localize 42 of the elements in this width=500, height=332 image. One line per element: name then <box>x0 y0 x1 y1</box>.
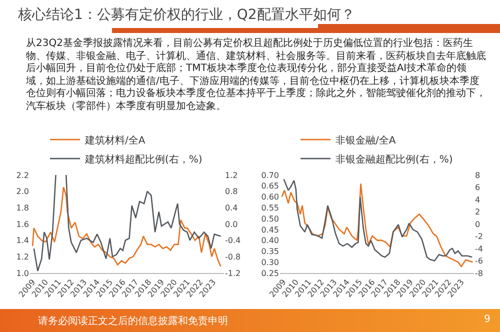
legend-label: 建筑材料超配比例(右，%) <box>84 153 202 166</box>
y-tick-label: 0.45 <box>261 225 279 234</box>
y2-tick-label: -6 <box>475 256 483 266</box>
y2-tick-label: 1.2 <box>225 170 238 180</box>
y2-tick-label: 6 <box>475 183 480 192</box>
y2-tick-label: -4 <box>475 244 483 254</box>
y-tick-label: 0.55 <box>261 203 279 212</box>
y2-tick-label: -1.2 <box>225 268 241 278</box>
y-tick-label: 0.40 <box>261 236 279 246</box>
text: 请务必阅读正文之后的信息披露和免责申明 <box>38 314 228 328</box>
y2-tick-label: -2 <box>475 232 483 242</box>
y-tick-label: 2.2 <box>16 170 29 180</box>
text: 从23Q2基金季报披露情况来看，目前公募有定价权且超配比例处于历史偏低位置的行业包括：医药生物、传媒、非银金融、电子、计算机、通信、建筑材料、社会服务等。目前来看，医药板块自去年底触底后小幅回升，目前仓位仍处于底部；TMT板块本季度仓位表现传分化，部分直接受益AI技术革命的领域，如上游基础设施端的通信/电子、下游应用端的传媒等，目前仓位中枢仍在上移，计算机板块本季度仓位则有小幅回落；电力设备板块本季度仓位基本持平于上季度；除此之外，智能驾驶催化剂的推动下，汽车板块（零部件）本季度有明显加仓迹象。 <box>26 38 486 114</box>
legend-label: 建筑材料/全A <box>84 134 146 146</box>
y2-tick-label: 0.0 <box>225 220 238 229</box>
y-tick-label: 0.35 <box>261 247 279 256</box>
text: 9 <box>484 314 490 325</box>
y-tick-label: 1.2 <box>16 252 29 262</box>
y2-tick-label: 0.8 <box>225 187 238 196</box>
y2-tick-label: -0.8 <box>225 252 241 262</box>
y-tick-label: 1.4 <box>16 236 29 246</box>
y-tick-label: 1.0 <box>16 268 29 278</box>
y-tick-label: 1.8 <box>16 203 29 212</box>
y-tick-label: 0.60 <box>261 192 279 202</box>
y2-tick-label: -8 <box>475 268 483 278</box>
y2-tick-label: 2 <box>475 208 480 217</box>
y-tick-label: 0.30 <box>261 258 279 267</box>
y2-tick-label: 8 <box>475 170 480 180</box>
y-tick-label: 1.6 <box>16 220 29 229</box>
y2-tick-label: 0 <box>475 220 480 229</box>
line-series <box>32 186 222 268</box>
y2-tick-label: -0.4 <box>225 236 241 246</box>
y2-tick-label: 4 <box>475 195 480 204</box>
text: 核心结论1：公募有定价权的行业，Q2配置水平如何？ <box>18 6 359 24</box>
y-tick-label: 0.70 <box>261 170 279 180</box>
y-tick-label: 2.0 <box>16 187 29 196</box>
y2-tick-label: 0.4 <box>225 203 238 212</box>
y-tick-label: 0.50 <box>261 214 279 224</box>
legend-label: 非银金融/全A <box>336 134 396 146</box>
y-tick-label: 0.65 <box>261 182 279 191</box>
legend-label: 非银金融超配比例(右，%) <box>336 153 453 166</box>
y-tick-label: 0.25 <box>261 268 279 278</box>
